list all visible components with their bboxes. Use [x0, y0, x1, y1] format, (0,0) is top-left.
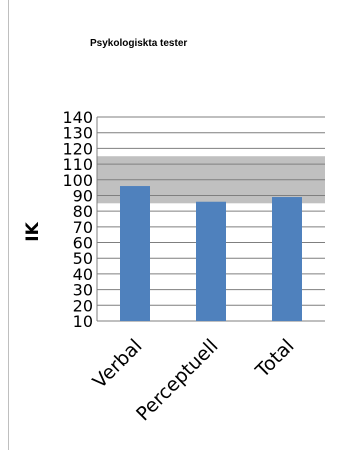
y-axis-label: IK	[23, 221, 43, 241]
y-tick-label: 10	[73, 312, 93, 331]
y-tick-label: 140	[62, 108, 93, 127]
y-tick-label: 120	[62, 139, 93, 158]
y-tick-label: 70	[73, 218, 93, 237]
chart-title: Psykologiskta tester	[90, 38, 187, 49]
frame-border	[8, 0, 9, 450]
y-tick-label: 20	[73, 296, 93, 315]
y-tick-label: 60	[73, 234, 93, 253]
x-category-label: Total	[251, 335, 299, 383]
y-tick-label: 100	[62, 171, 93, 190]
bar-verbal	[120, 186, 150, 321]
y-tick-label: 130	[62, 124, 93, 143]
y-tick-label: 110	[62, 155, 93, 174]
y-tick-label: 80	[73, 202, 93, 221]
y-tick-label: 30	[73, 281, 93, 300]
bar-perceptuell	[196, 201, 226, 321]
y-tick-label: 40	[73, 265, 93, 284]
y-tick-label: 50	[73, 249, 93, 268]
x-category-label: Verbal	[89, 335, 147, 393]
bar-total	[272, 197, 302, 321]
y-tick-label: 90	[73, 186, 93, 205]
x-category-label: Perceptuell	[132, 335, 222, 425]
